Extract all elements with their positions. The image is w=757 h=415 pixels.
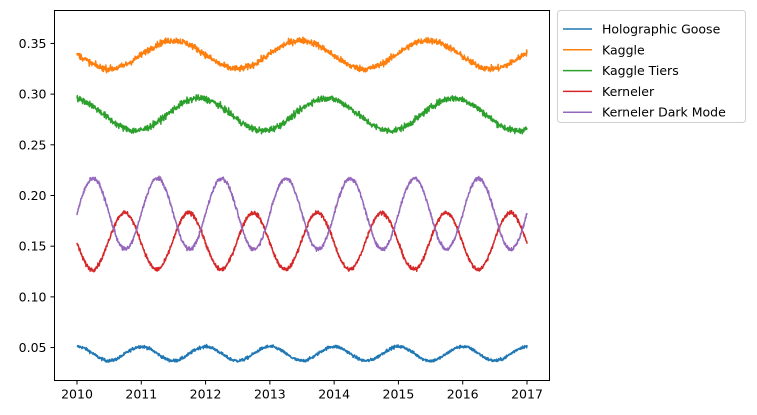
legend-label: Kerneler bbox=[602, 84, 655, 99]
series-line-kaggle bbox=[76, 36, 528, 74]
legend-box bbox=[557, 10, 746, 123]
legend-label: Kaggle bbox=[602, 42, 645, 57]
legend: Holographic Goose Kaggle Kaggle Tiers Kerne… bbox=[557, 10, 746, 123]
legend-label: Kerneler Dark Mode bbox=[602, 105, 726, 120]
x-axis: 2010 2011 2012 2013 2014 2015 2016 2017 bbox=[61, 380, 543, 402]
legend-label: Kaggle Tiers bbox=[602, 63, 679, 78]
x-tick-label: 2016 bbox=[447, 387, 479, 402]
y-tick-label: 0.30 bbox=[19, 87, 47, 102]
y-tick-label: 0.10 bbox=[19, 289, 47, 304]
series-lines bbox=[76, 36, 528, 363]
series-line-kerneler bbox=[76, 209, 528, 273]
y-tick-label: 0.25 bbox=[19, 137, 47, 152]
x-tick-label: 2017 bbox=[511, 387, 543, 402]
x-tick-label: 2014 bbox=[318, 387, 350, 402]
legend-label: Holographic Goose bbox=[602, 22, 721, 37]
x-tick-label: 2011 bbox=[125, 387, 157, 402]
x-tick-label: 2012 bbox=[190, 387, 222, 402]
series-line-kerneler-dark-mode bbox=[76, 175, 528, 252]
x-tick-label: 2015 bbox=[383, 387, 415, 402]
x-tick-label: 2013 bbox=[254, 387, 286, 402]
y-tick-label: 0.05 bbox=[19, 340, 47, 355]
y-tick-label: 0.20 bbox=[19, 188, 47, 203]
y-tick-label: 0.15 bbox=[19, 239, 47, 254]
series-line-kaggle-tiers bbox=[76, 94, 528, 135]
series-line-holographic-goose bbox=[76, 343, 528, 363]
x-tick-label: 2010 bbox=[61, 387, 93, 402]
y-axis: 0.05 0.10 0.15 0.20 0.25 0.30 0.35 bbox=[19, 36, 55, 355]
y-tick-label: 0.35 bbox=[19, 36, 47, 51]
